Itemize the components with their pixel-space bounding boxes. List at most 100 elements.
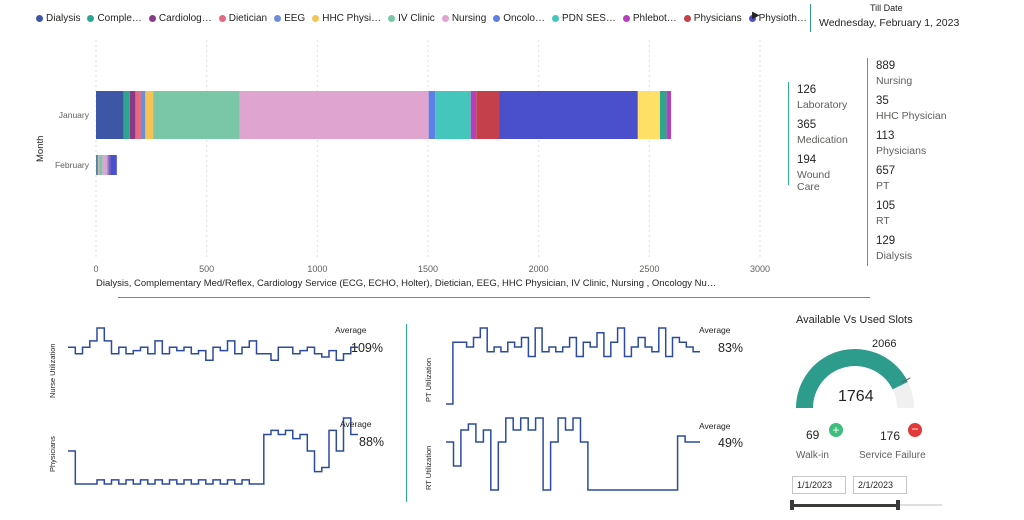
chart-legend: Dialysis Comple… Cardiolog… Dietician EEG HHC…: [36, 10, 814, 26]
start-date-input[interactable]: 1/1/2023: [792, 476, 846, 494]
legend-item[interactable]: Dialysis: [36, 13, 80, 24]
nurse-utilization-axis-label: Nurse Utilization: [48, 343, 57, 398]
kpi-value: 126: [797, 84, 817, 96]
legend-label: Dialysis: [46, 12, 81, 24]
y-category-label: February: [55, 160, 90, 170]
bar-segment: [476, 91, 500, 139]
legend-item[interactable]: IV Clinic: [388, 13, 435, 24]
legend-label: HHC Physi…: [322, 12, 382, 24]
pt-utilization-axis-label: PT Utilization: [424, 357, 433, 402]
series-line: [68, 327, 358, 361]
x-tick-label: 3000: [750, 264, 770, 274]
legend-label: Cardiolog…: [158, 12, 212, 24]
bar-chart-y-axis-title: Month: [35, 135, 46, 162]
bar-segment: [107, 155, 109, 175]
bar-segment: [239, 91, 429, 139]
legend-label: PDN SES…: [561, 12, 616, 24]
legend-item[interactable]: EEG: [274, 13, 305, 24]
bar-segment: [135, 91, 141, 139]
service-failure-label: Service Failure: [859, 450, 926, 461]
bar-chart-x-axis-title: Dialysis, Complementary Med/Reflex, Card…: [96, 278, 717, 289]
legend-dot-icon: [683, 14, 691, 22]
walkin-value: 69: [806, 428, 820, 442]
kpi-label: Dialysis: [876, 250, 913, 262]
bar-segment: [106, 155, 108, 175]
legend-item[interactable]: Nursing: [441, 12, 487, 24]
legend-dot-icon: [388, 14, 396, 22]
legend-next-arrow[interactable]: ▶: [752, 10, 760, 21]
slots-gauge: [796, 349, 914, 408]
physicians-axis-label: Physicians: [48, 436, 57, 472]
walkin-label: Walk-in: [796, 450, 829, 461]
gauge-title: Available Vs Used Slots: [796, 314, 913, 326]
bar-segment: [96, 155, 97, 175]
date-slider-range: [792, 504, 900, 507]
kpi-value: 657: [876, 165, 896, 177]
minus-circle-icon: −: [908, 423, 922, 437]
legend-item[interactable]: Physicians: [683, 12, 742, 24]
series-line: [446, 417, 700, 491]
bar-segment: [99, 155, 103, 175]
plus-circle-icon: +: [829, 423, 843, 437]
bar-segment: [96, 91, 124, 139]
bar-segment: [108, 155, 110, 175]
bar-segment: [140, 91, 146, 139]
x-tick-label: 1500: [418, 264, 438, 274]
legend-dot-icon: [622, 14, 630, 22]
date-slider-end-handle[interactable]: [896, 500, 900, 510]
series-line: [446, 327, 700, 405]
legend-dot-icon: [87, 14, 95, 22]
kpi-label: Medication: [797, 134, 848, 146]
x-tick-label: 500: [199, 264, 214, 274]
service-failure-value: 176: [880, 429, 901, 443]
legend-label: Phlebot…: [632, 12, 677, 24]
kpi-value: 35: [876, 95, 889, 107]
end-date-input[interactable]: 2/1/2023: [853, 476, 907, 494]
bar-segment: [96, 155, 98, 175]
legend-item[interactable]: Dietician: [218, 12, 268, 24]
legend-dot-icon: [36, 14, 43, 22]
bar-segment: [110, 155, 117, 175]
bar-segment: [97, 155, 99, 175]
physicians-average-label: Average: [340, 419, 372, 429]
legend-item[interactable]: Oncolo…: [493, 13, 545, 24]
kpi-card-group-right: 889 Nursing 35 HHC Physician 113 Physicians 65…: [867, 58, 958, 266]
legend-item[interactable]: Physioth…: [748, 13, 807, 24]
legend-item[interactable]: Phlebot…: [622, 12, 677, 24]
physicians-average-value: 88%: [359, 435, 385, 449]
legend-item[interactable]: HHC Physi…: [312, 13, 381, 24]
x-tick-label: 0: [93, 264, 98, 274]
gauge-value-label: 1764: [838, 388, 874, 405]
rt-average-label: Average: [699, 421, 731, 431]
kpi-label: Laboratory: [797, 99, 848, 111]
x-tick-label: 2500: [639, 264, 659, 274]
date-slider-start-handle[interactable]: [790, 500, 794, 510]
rt-average-value: 49%: [718, 436, 744, 450]
section-divider: [118, 297, 870, 298]
kpi-value: 889: [876, 60, 896, 72]
legend-dot-icon: [748, 14, 756, 22]
y-category-label: January: [59, 110, 90, 120]
legend-item[interactable]: PDN SES…: [551, 12, 616, 24]
kpi-value: 365: [797, 119, 817, 131]
kpi-label: Nursing: [876, 75, 913, 87]
bar-segment: [470, 91, 477, 139]
legend-dot-icon: [312, 14, 320, 22]
legend-label: Nursing: [451, 12, 487, 24]
rt-utilization-chart: [446, 417, 700, 491]
bar-segment: [153, 91, 240, 139]
stacked-bar-chart: 0 500 1000 1500 2000 2500 3000 January February: [55, 40, 770, 274]
till-date-label: Till Date: [870, 3, 903, 13]
bar-segment: [637, 91, 660, 139]
vertical-divider: [406, 324, 407, 502]
kpi-label: HHC Physician: [876, 110, 947, 122]
bar-segment: [102, 155, 107, 175]
legend-label: Dietician: [228, 12, 268, 24]
legend-label: Physicians: [693, 12, 742, 24]
legend-item[interactable]: Cardiolog…: [148, 12, 212, 24]
x-tick-label: 2000: [529, 264, 549, 274]
legend-label: Comple…: [97, 12, 142, 24]
nurse-utilization-chart: [68, 327, 358, 361]
legend-item[interactable]: Comple…: [87, 12, 142, 24]
gauge-target-marker: [901, 377, 911, 384]
